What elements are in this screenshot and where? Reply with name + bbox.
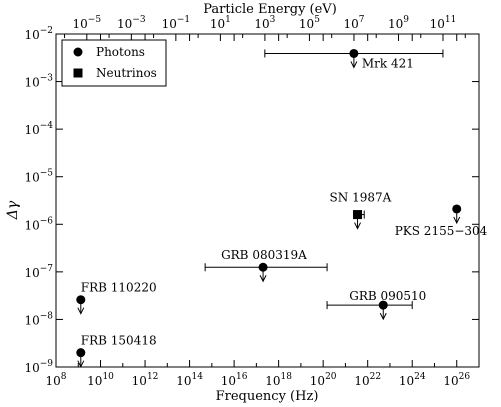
x-tick-label: 1012 (132, 372, 159, 388)
plot-frame (55, 33, 480, 368)
data-point-circle (258, 262, 268, 272)
y-tick-label: 10−4 (24, 121, 53, 137)
x-tick-label: 1020 (310, 372, 337, 388)
top-tick-label: 10−3 (117, 15, 146, 31)
x-tick-label: 1010 (87, 372, 114, 388)
top-tick-label: 101 (210, 15, 231, 31)
top-tick-label: 107 (343, 15, 364, 31)
top-axis-label: Particle Energy (eV) (203, 2, 337, 17)
top-tick-label: 105 (299, 15, 320, 31)
data-point-circle (76, 348, 86, 358)
legend-marker-circle (73, 47, 83, 57)
y-axis-label: Δγ (5, 200, 21, 220)
legend-label: Neutrinos (96, 66, 157, 80)
y-tick-label: 10−3 (24, 74, 53, 90)
top-tick-label: 1011 (430, 15, 457, 31)
point-label: FRB 110220 (81, 281, 157, 295)
chart-marks: 108 1010 1012 1014 1016 1018 1020 1022 1024 1026 1… (24, 15, 487, 388)
upper-limit-arrow (354, 222, 361, 230)
x-tick-label: 108 (45, 372, 66, 388)
x-tick-label: 1018 (265, 372, 292, 388)
y-tick-label: 10−9 (24, 359, 53, 375)
data-point-circle (76, 295, 86, 305)
upper-limit-arrow (77, 307, 85, 315)
legend-marker-square (73, 68, 83, 78)
upper-limit-arrow (453, 216, 461, 225)
point-label: SN 1987A (330, 191, 392, 205)
data-point-square (353, 210, 363, 220)
point-label: GRB 080319A (221, 248, 307, 262)
top-tick-label: 10−1 (162, 15, 191, 31)
y-tick-label: 10−2 (24, 26, 53, 42)
top-tick-label: 103 (254, 15, 275, 31)
upper-limit-arrow (259, 275, 267, 283)
legend: Photons Neutrinos (61, 39, 167, 87)
data-point-circle (452, 204, 462, 214)
x-tick-label: 1014 (176, 372, 203, 388)
point-label: PKS 2155−304 (395, 224, 488, 238)
y-tick-label: 10−7 (24, 264, 53, 280)
y-tick-label: 10−6 (24, 216, 53, 232)
x-tick-label: 1026 (443, 372, 470, 388)
point-label: FRB 150418 (81, 334, 157, 348)
y-tick-label: 10−8 (24, 311, 53, 327)
data-point-circle (349, 48, 359, 58)
data-point-circle (378, 300, 388, 310)
y-tick-label: 10−5 (24, 169, 53, 185)
point-label: Mrk 421 (362, 56, 414, 70)
point-label: GRB 090510 (349, 289, 426, 303)
x-tick-label: 1016 (221, 372, 248, 388)
x-tick-label: 1024 (399, 372, 426, 388)
top-tick-label: 109 (388, 15, 409, 31)
upper-limit-arrow (350, 61, 358, 69)
top-tick-label: 10−5 (73, 15, 102, 31)
x-axis-label: Frequency (Hz) (216, 389, 319, 404)
x-tick-label: 1022 (354, 372, 381, 388)
upper-limit-arrow (379, 312, 387, 321)
legend-box (61, 39, 167, 87)
legend-label: Photons (96, 45, 145, 59)
